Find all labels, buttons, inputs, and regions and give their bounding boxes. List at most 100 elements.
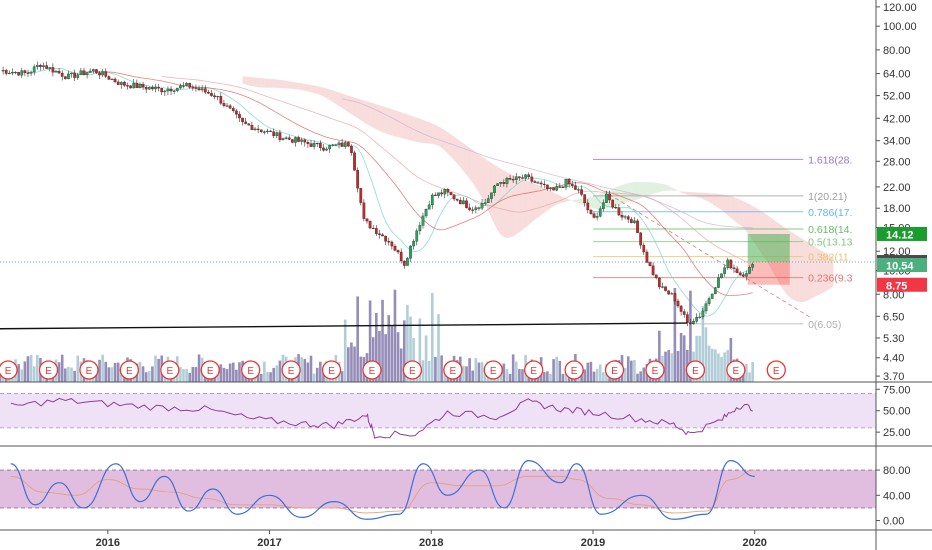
trendline[interactable]	[0, 322, 688, 330]
candle-body	[123, 82, 126, 86]
earnings-marker	[119, 360, 140, 380]
earnings-marker	[241, 360, 261, 380]
cloud-segment	[500, 168, 504, 238]
fibonacci-levels[interactable]: 0(6.05) 0.236(9.3 0.382(11. 0.5(13.130.618(…	[0, 154, 876, 331]
volume-bar	[403, 320, 406, 382]
price-tick-label: 28.00	[883, 156, 911, 168]
volume-bar	[359, 356, 363, 382]
candle-body	[57, 70, 61, 74]
cloud-segment	[566, 198, 570, 202]
cloud-segment	[715, 193, 719, 208]
volume-bar	[564, 373, 568, 382]
stochastic-panel[interactable]	[0, 460, 876, 520]
cloud-segment	[556, 193, 560, 205]
earnings-marker	[604, 360, 625, 380]
cloud-segment	[245, 76, 249, 86]
earnings-marker-label: E	[652, 366, 659, 377]
price-panel[interactable]: 0(6.05) 0.236(9.3 0.382(11. 0.5(13.130.618(…	[0, 61, 876, 382]
candle-body	[256, 128, 260, 130]
rsi-panel[interactable]	[0, 393, 876, 439]
cloud-segment	[516, 176, 520, 235]
candle-body	[253, 128, 257, 130]
cloud-segment	[749, 204, 753, 241]
cloud-segment	[550, 191, 554, 209]
candle-body	[275, 132, 279, 136]
cloud-segment	[404, 113, 408, 140]
candle-body	[465, 200, 468, 208]
cloud-segment	[441, 128, 445, 151]
earnings-marker	[685, 360, 706, 380]
volume-bar	[396, 332, 400, 382]
candle-body	[194, 87, 198, 89]
volume-bar	[116, 362, 120, 382]
cloud-segment	[283, 80, 287, 89]
cloud-segment	[628, 182, 632, 203]
candle-body	[48, 67, 52, 69]
candle-body	[393, 245, 397, 251]
candle-body	[514, 176, 518, 180]
long-position-tool[interactable]	[747, 233, 790, 285]
volume-bar	[430, 292, 434, 382]
cloud-segment	[575, 199, 579, 204]
candle-body	[458, 200, 462, 205]
cloud-segment	[323, 87, 327, 99]
candle-body	[499, 182, 503, 184]
candle-body	[362, 202, 366, 219]
position-profit-zone	[747, 233, 790, 263]
earnings-marker	[160, 360, 180, 380]
cloud-segment	[522, 179, 526, 230]
cloud-segment	[538, 185, 542, 218]
candle-body	[583, 194, 587, 204]
candle-body	[213, 95, 216, 98]
candle-body	[244, 121, 248, 124]
candle-body	[82, 70, 86, 76]
cloud-segment	[684, 191, 688, 195]
candle-body	[306, 142, 310, 144]
candle-body	[611, 199, 615, 208]
candle-body	[107, 76, 111, 80]
candle-body	[138, 84, 142, 89]
candle-body	[294, 137, 297, 143]
volume-bar	[319, 361, 322, 382]
candle-body	[144, 87, 148, 90]
candle-body	[434, 194, 437, 196]
stoch-tick-label: 0.00	[883, 516, 904, 528]
candle-body	[45, 65, 49, 69]
candle-body	[1, 70, 5, 72]
volume-bar	[191, 366, 195, 382]
candle-body	[269, 130, 272, 132]
candle-body	[17, 71, 21, 76]
cloud-segment	[547, 189, 551, 211]
candle-body	[741, 274, 745, 277]
cloud-segment	[398, 111, 402, 138]
candle-body	[378, 233, 381, 235]
cloud-segment	[295, 82, 299, 90]
cloud-segment	[572, 199, 576, 203]
cloud-segment	[491, 162, 495, 225]
cloud-segment	[469, 147, 473, 184]
volume-bar	[477, 362, 481, 382]
candle-body	[723, 267, 726, 274]
candle-body	[437, 192, 440, 196]
cloud-segment	[360, 99, 364, 123]
candle-body	[54, 70, 58, 73]
volume-bar	[278, 360, 282, 382]
price-tick-label: 6.50	[883, 311, 904, 323]
candle-body	[197, 88, 201, 91]
cloud-segment	[659, 183, 663, 193]
volume-bar	[144, 372, 148, 382]
cloud-segment	[662, 183, 666, 192]
volume-bar	[412, 338, 415, 382]
volume-bar	[378, 331, 381, 382]
volume-bar	[729, 337, 733, 382]
earnings-marker-label: E	[692, 366, 699, 377]
price-tick-label: 120.00	[883, 2, 917, 14]
candle-body	[300, 139, 304, 142]
volume-bar	[368, 300, 372, 382]
volume-bar	[36, 355, 39, 382]
candle-body	[91, 69, 95, 72]
volume-bar	[682, 335, 686, 382]
candle-body	[521, 177, 524, 179]
